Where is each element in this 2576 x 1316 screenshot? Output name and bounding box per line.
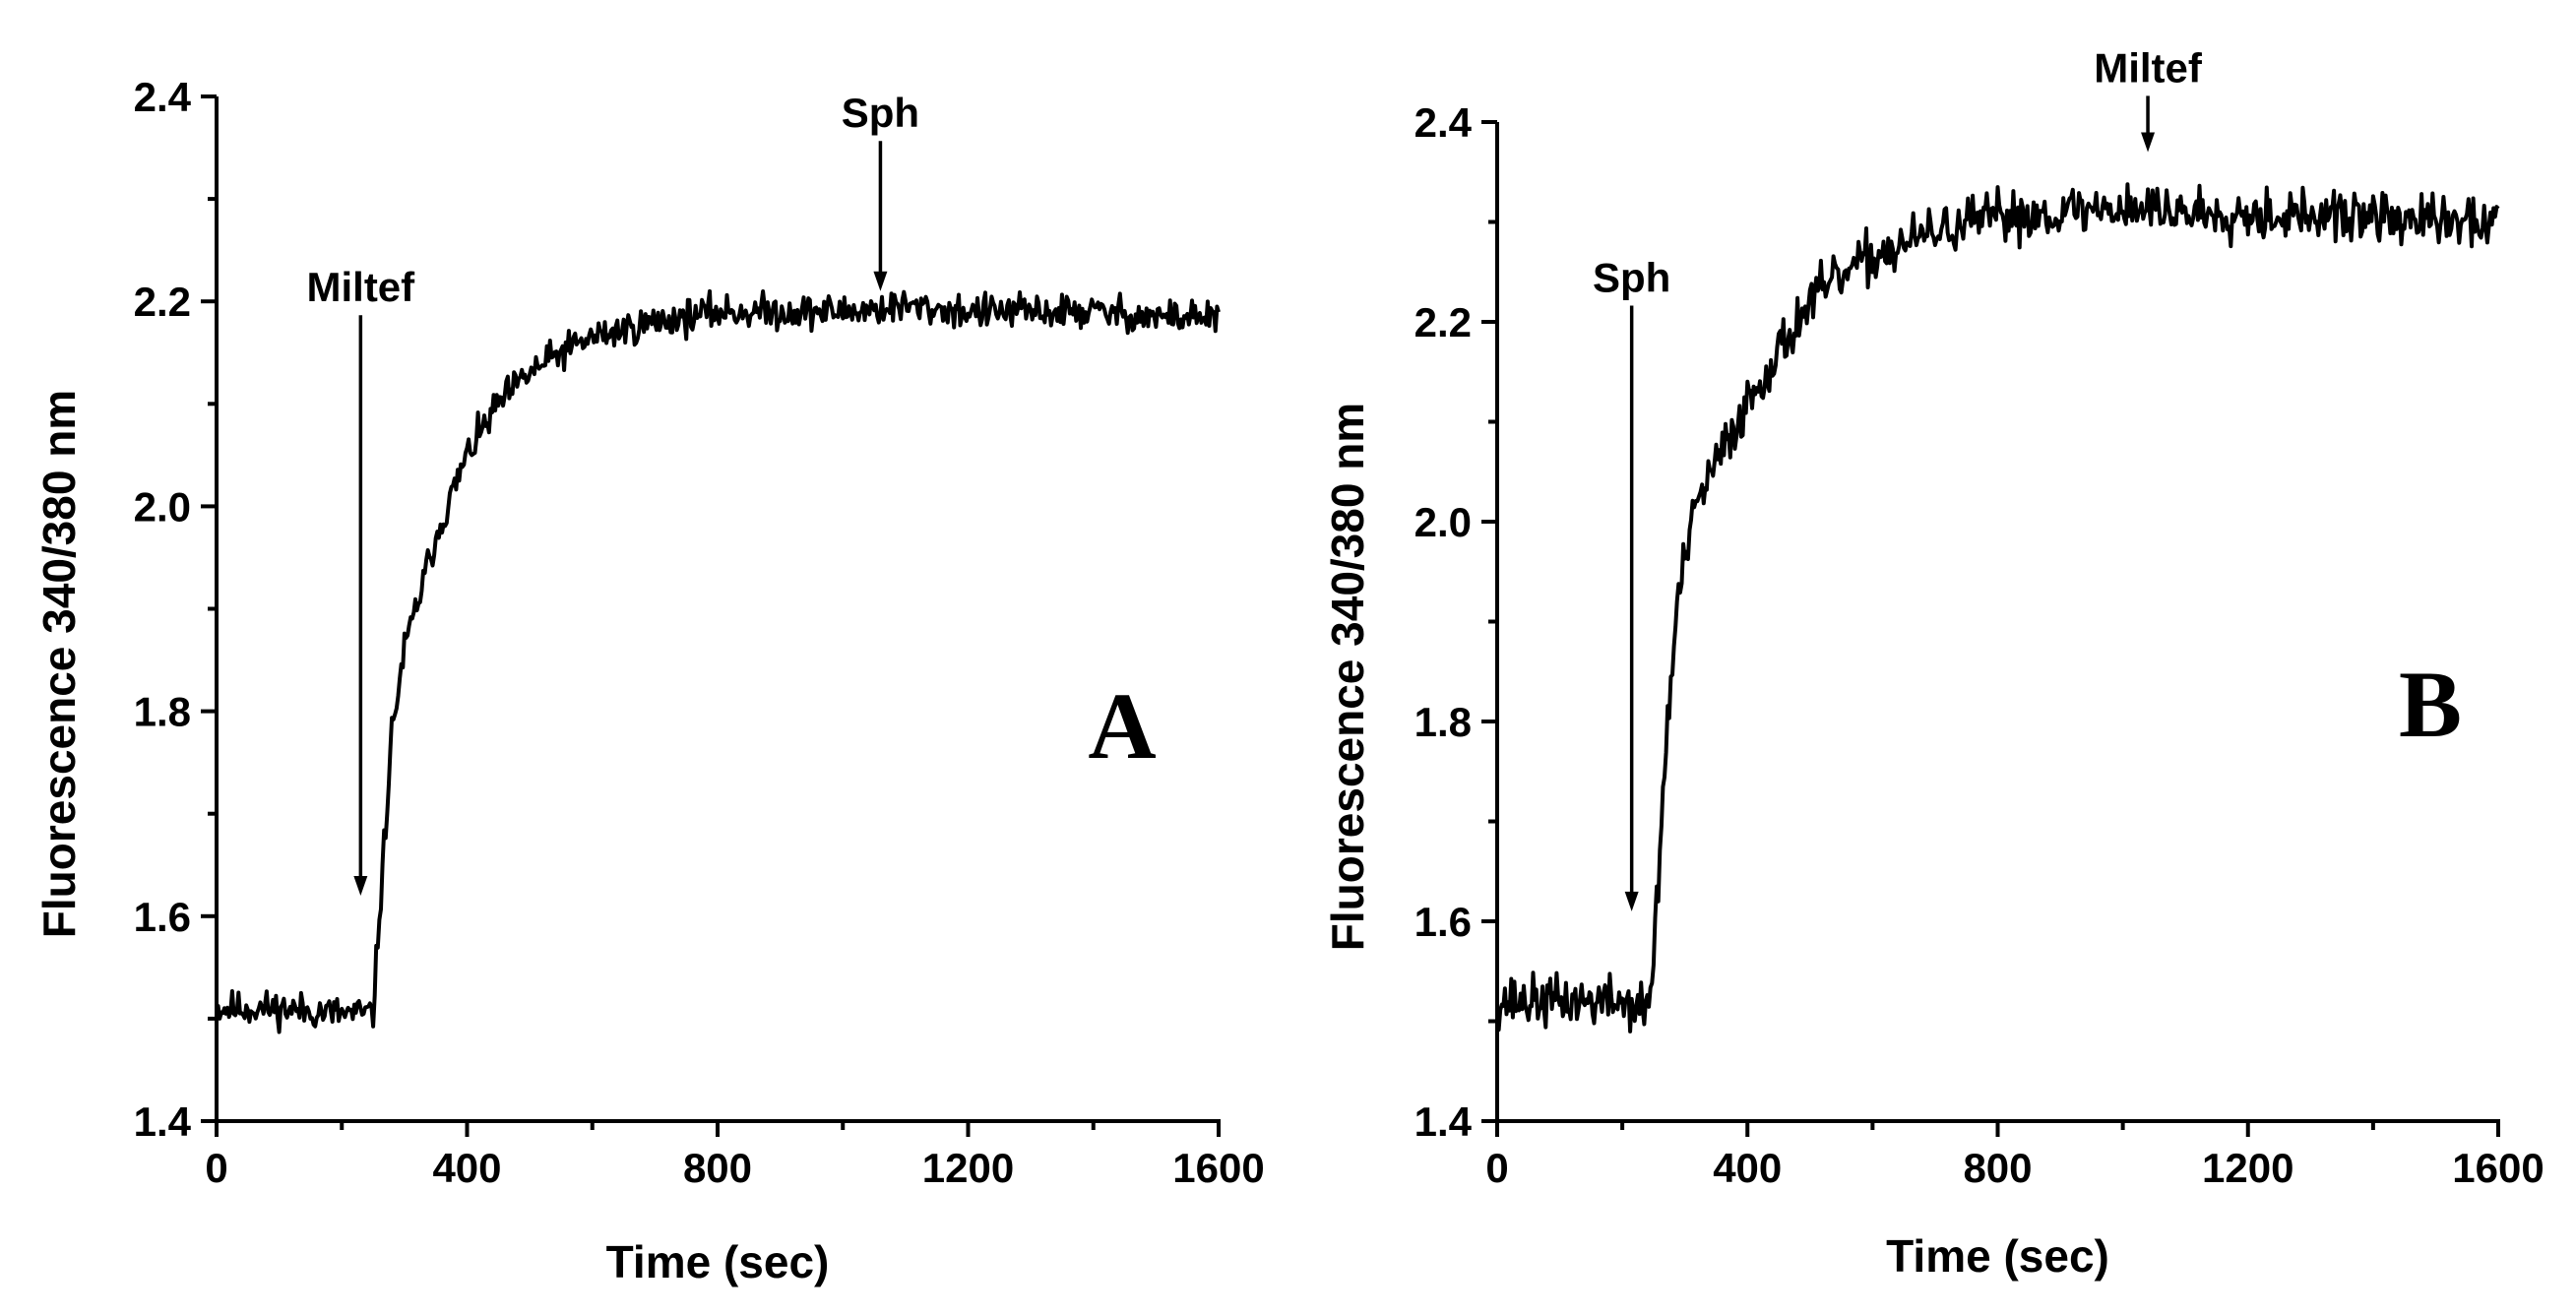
y-tick-label: 1.6 xyxy=(134,894,191,940)
x-tick-label: 800 xyxy=(683,1145,752,1191)
x-axis-title: Time (sec) xyxy=(1886,1230,2109,1282)
annotation-arrowhead xyxy=(2141,132,2156,153)
x-tick-label: 800 xyxy=(1963,1145,2032,1191)
x-tick-label: 1200 xyxy=(922,1145,1014,1191)
annotation-arrowhead xyxy=(353,875,368,896)
y-tick-label: 2.0 xyxy=(1414,499,1472,545)
annotation-arrowhead xyxy=(1624,891,1639,911)
annotation-label: Sph xyxy=(1593,255,1670,301)
annotation-arrowhead xyxy=(873,271,888,291)
data-series-line xyxy=(1495,182,2500,1034)
annotation-label: Miltef xyxy=(307,264,416,310)
annotation-label: Miltef xyxy=(2094,44,2203,91)
y-axis-title: Fluorescence 340/380 nm xyxy=(1322,403,1373,951)
y-tick-label: 2.2 xyxy=(1414,299,1472,345)
x-tick-label: 400 xyxy=(432,1145,501,1191)
x-tick-label: 1200 xyxy=(2202,1145,2293,1191)
y-tick-label: 1.8 xyxy=(134,689,191,735)
y-axis-title: Fluorescence 340/380 nm xyxy=(33,390,85,938)
y-tick-label: 1.6 xyxy=(1414,899,1472,945)
x-tick-label: 1600 xyxy=(2452,1145,2544,1191)
x-tick-label: 0 xyxy=(1485,1145,1508,1191)
chart-b-svg: 0 400 800 1200 1600 1.4 1.6 1.8 2.0 2.2 2.4 Time (s… xyxy=(1322,44,2545,1282)
chart-panel-b: 0 400 800 1200 1600 1.4 1.6 1.8 2.0 2.2 2.4 Time (s… xyxy=(1288,0,2576,1316)
y-tick-label: 2.4 xyxy=(1414,99,1473,146)
y-tick-label: 2.4 xyxy=(134,74,192,120)
x-tick-label: 400 xyxy=(1713,1145,1782,1191)
y-tick-label: 1.8 xyxy=(1414,699,1472,745)
y-tick-label: 2.0 xyxy=(134,483,191,530)
x-tick-label: 0 xyxy=(205,1145,227,1191)
chart-panel-a: 0 400 800 1200 1600 1.4 1.6 1.8 2.0 2.2 2.4 Time (s… xyxy=(33,74,1265,1287)
panel-letter: B xyxy=(2399,652,2462,757)
chart-a-svg: 0 400 800 1200 1600 1.4 1.6 1.8 2.0 2.2 2.4 Time (s… xyxy=(33,74,1265,1287)
panel-letter: A xyxy=(1088,673,1156,779)
x-axis-title: Time (sec) xyxy=(606,1236,830,1287)
y-tick-label: 1.4 xyxy=(134,1098,192,1145)
y-tick-label: 1.4 xyxy=(1414,1098,1473,1145)
annotation-label: Sph xyxy=(842,90,919,136)
y-tick-label: 2.2 xyxy=(134,279,191,325)
x-tick-label: 1600 xyxy=(1172,1145,1264,1191)
data-series-line xyxy=(215,288,1221,1034)
